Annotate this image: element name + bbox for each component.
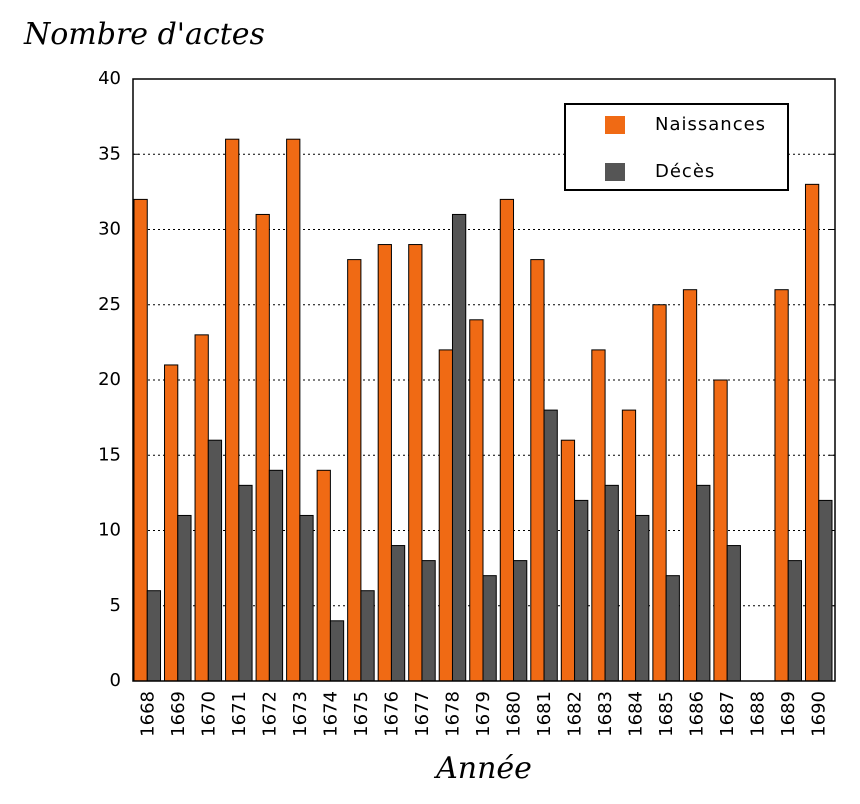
x-tick-label: 1687 xyxy=(717,691,738,737)
bar xyxy=(299,514,314,682)
bar xyxy=(469,319,484,682)
bar xyxy=(591,349,606,682)
x-tick-label: 1678 xyxy=(442,691,463,737)
bar xyxy=(574,499,589,682)
bar xyxy=(604,484,619,682)
bar xyxy=(164,364,179,682)
bar xyxy=(177,514,192,682)
bar xyxy=(774,289,789,682)
bar xyxy=(635,514,650,682)
y-tick-label: 20 xyxy=(98,369,121,390)
y-tick-label: 5 xyxy=(110,595,121,616)
bar xyxy=(726,545,741,682)
bar xyxy=(390,545,406,682)
bar xyxy=(543,409,558,682)
y-tick-label: 30 xyxy=(98,219,121,240)
x-tick-label: 1671 xyxy=(229,691,250,737)
y-tick-label: 40 xyxy=(98,68,121,89)
x-tick-label: 1686 xyxy=(687,691,708,737)
x-tick-label: 1688 xyxy=(748,691,769,737)
bar xyxy=(818,499,833,682)
x-tick-label: 1679 xyxy=(473,691,494,737)
x-tick-label: 1674 xyxy=(320,691,341,737)
bar xyxy=(133,198,148,682)
bar xyxy=(451,213,467,682)
y-tick-label: 35 xyxy=(98,143,121,164)
bar xyxy=(804,183,820,682)
bar xyxy=(530,259,545,682)
bar xyxy=(787,560,802,682)
x-tick-label: 1690 xyxy=(809,691,830,737)
x-tick-label: 1676 xyxy=(381,691,402,737)
legend-swatch xyxy=(605,116,625,134)
x-tick-label: 1685 xyxy=(656,691,677,737)
bar xyxy=(347,259,362,682)
x-tick-label: 1681 xyxy=(534,691,555,737)
x-tick-label: 1689 xyxy=(778,691,799,737)
x-tick-label: 1669 xyxy=(168,691,189,737)
legend-label: Naissances xyxy=(655,114,766,135)
x-tick-label: 1682 xyxy=(565,691,586,737)
x-tick-label: 1670 xyxy=(198,691,219,737)
y-tick-label: 25 xyxy=(98,294,121,315)
chart-title: Nombre d'actes xyxy=(23,17,265,52)
bar xyxy=(421,560,436,682)
bar xyxy=(621,409,637,682)
x-tick-label: 1673 xyxy=(290,691,311,737)
bar xyxy=(360,590,375,682)
bar xyxy=(560,439,576,682)
bar xyxy=(713,379,728,682)
legend-label: Décès xyxy=(655,161,715,182)
bar xyxy=(377,244,392,682)
bar xyxy=(329,620,345,682)
x-tick-label: 1672 xyxy=(259,691,280,737)
x-tick-label: 1684 xyxy=(626,691,647,737)
x-tick-label: 1677 xyxy=(412,691,433,737)
y-tick-label: 0 xyxy=(110,670,121,691)
bar xyxy=(652,304,667,682)
x-tick-label: 1680 xyxy=(504,691,525,737)
bar xyxy=(696,484,711,682)
x-tick-label: 1683 xyxy=(595,691,616,737)
bar xyxy=(682,289,698,682)
legend-box xyxy=(564,103,789,191)
bar xyxy=(482,575,497,682)
y-tick-label: 10 xyxy=(98,520,121,541)
bar xyxy=(225,138,240,682)
bar xyxy=(194,334,209,682)
bar xyxy=(255,213,270,682)
bar xyxy=(408,244,423,682)
bar xyxy=(268,469,284,682)
x-axis-label: Année xyxy=(433,751,532,786)
bar xyxy=(499,198,515,682)
plot-frame xyxy=(132,78,836,682)
bar xyxy=(238,484,253,682)
bar xyxy=(513,560,528,682)
legend-swatch xyxy=(605,163,625,181)
bar xyxy=(286,138,301,682)
y-tick-label: 15 xyxy=(98,444,121,465)
x-tick-label: 1675 xyxy=(351,691,372,737)
bar xyxy=(316,469,331,682)
x-tick-label: 1668 xyxy=(137,691,158,737)
bar xyxy=(665,575,680,682)
bar xyxy=(438,349,453,682)
bar xyxy=(207,439,223,682)
bar xyxy=(146,590,162,682)
